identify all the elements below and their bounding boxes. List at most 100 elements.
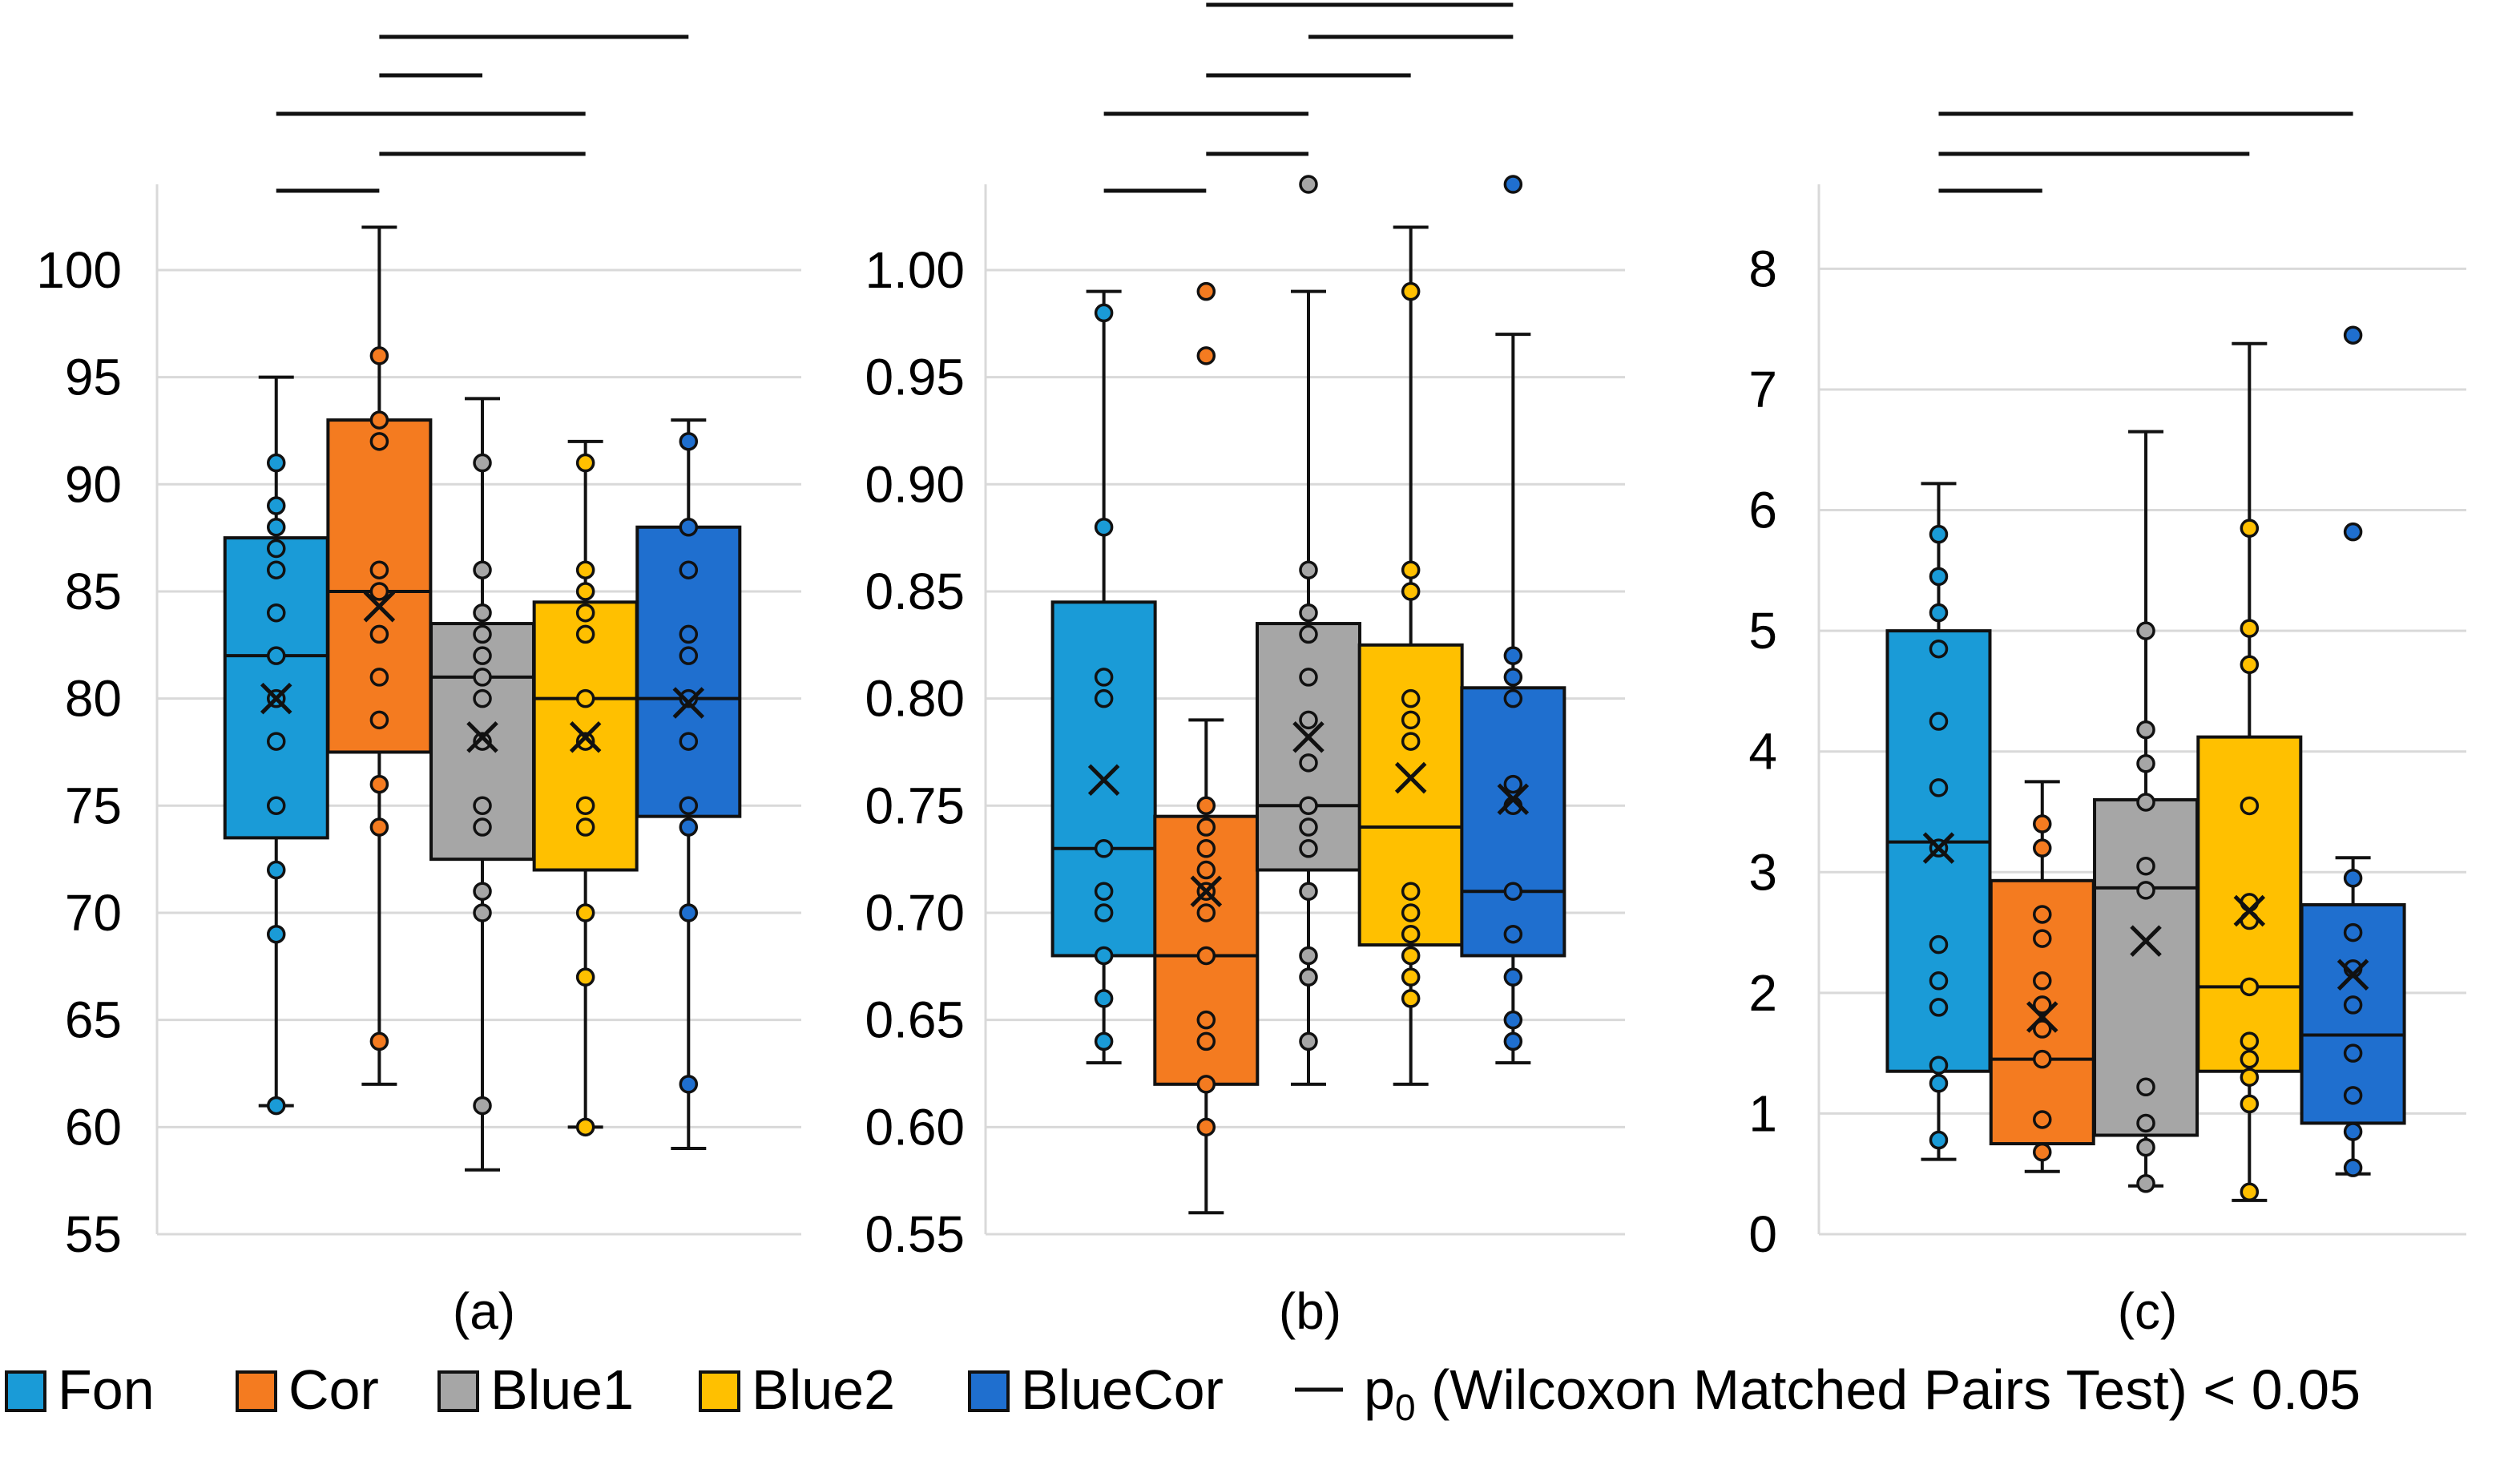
legend-swatch-blue2: [699, 1370, 740, 1412]
data-point: [1094, 688, 1114, 708]
legend-swatch-bluecor: [968, 1370, 1010, 1412]
data-point: [1503, 688, 1523, 708]
data-point: [1196, 817, 1216, 837]
mean-marker: [466, 720, 498, 753]
legend-label-bluecor: BlueCor: [1021, 1358, 1224, 1421]
data-point: [1929, 998, 1949, 1017]
data-point: [2343, 869, 2363, 888]
data-point: [679, 796, 699, 816]
data-point: [473, 646, 492, 665]
data-point: [1299, 175, 1318, 194]
data-point: [1929, 639, 1949, 659]
data-point: [2033, 814, 2052, 833]
legend-label-fon: Fon: [58, 1358, 155, 1421]
data-point: [1401, 882, 1421, 901]
data-point: [2033, 1049, 2052, 1069]
mean-marker: [2026, 1001, 2058, 1033]
data-point: [1503, 175, 1523, 194]
data-point: [1299, 1031, 1318, 1051]
data-point: [1094, 668, 1114, 687]
panel-label: (c): [2118, 1282, 2178, 1340]
data-point: [2240, 519, 2260, 538]
data-point: [369, 1031, 389, 1051]
box-blue1: [2093, 430, 2199, 1193]
y-tick-label: 100: [36, 241, 122, 299]
data-point: [1299, 882, 1318, 901]
data-point: [575, 732, 595, 751]
data-point: [1094, 946, 1114, 966]
data-point: [369, 710, 389, 730]
y-tick-label: 0.80: [865, 670, 965, 728]
data-point: [575, 624, 595, 644]
data-point: [679, 518, 699, 537]
data-point: [679, 646, 699, 665]
data-point: [2136, 754, 2155, 773]
iqr-box: [1460, 686, 1566, 958]
legend-significance-label: p0 (Wilcoxon Matched Pairs Test) < 0.05: [1364, 1358, 2361, 1428]
data-point: [1929, 934, 1949, 954]
y-tick-label: 75: [65, 777, 122, 834]
data-point: [266, 539, 286, 559]
data-point: [473, 688, 492, 708]
data-point: [473, 817, 492, 837]
data-point: [1196, 1010, 1216, 1030]
data-point: [1299, 753, 1318, 773]
data-point: [1094, 1031, 1114, 1051]
data-point: [575, 903, 595, 922]
y-tick-label: 0.70: [865, 884, 965, 942]
data-point: [1094, 518, 1114, 537]
data-point: [2033, 905, 2052, 924]
data-point: [1196, 1117, 1216, 1137]
data-point: [679, 732, 699, 751]
data-point: [369, 346, 389, 365]
mean-marker: [363, 590, 396, 623]
data-point: [1299, 624, 1318, 644]
legend-swatch-blue1: [437, 1370, 479, 1412]
data-point: [1299, 603, 1318, 623]
data-point: [2033, 1142, 2052, 1162]
data-point: [1401, 903, 1421, 922]
data-point: [473, 732, 492, 751]
y-tick-label: 3: [1748, 843, 1777, 901]
data-point: [1401, 710, 1421, 730]
data-point: [575, 967, 595, 987]
data-point: [2136, 856, 2155, 876]
legend-label-blue1: Blue1: [490, 1358, 634, 1421]
y-tick-label: 90: [65, 455, 122, 513]
mean-marker: [2130, 925, 2162, 957]
data-point: [1299, 668, 1318, 687]
data-point: [1196, 903, 1216, 922]
y-tick-label: 0.95: [865, 349, 965, 406]
data-point: [679, 560, 699, 579]
y-tick-label: 60: [65, 1098, 122, 1156]
y-tick-label: 1.00: [865, 241, 965, 299]
data-point: [2033, 995, 2052, 1015]
data-point: [1503, 882, 1523, 901]
data-point: [2343, 1122, 2363, 1141]
data-point: [266, 496, 286, 515]
data-point: [1929, 567, 1949, 587]
data-point: [679, 817, 699, 837]
box-cor: [326, 225, 433, 1086]
data-point: [1094, 303, 1114, 323]
y-tick-label: 8: [1748, 240, 1777, 297]
data-point: [2136, 720, 2155, 740]
data-point: [1503, 646, 1523, 665]
data-point: [2033, 1110, 2052, 1129]
y-tick-label: 80: [65, 670, 122, 728]
data-point: [266, 603, 286, 623]
data-point: [1929, 1074, 1949, 1093]
data-point: [575, 560, 595, 579]
data-point: [266, 860, 286, 880]
data-point: [2343, 325, 2363, 345]
data-point: [473, 624, 492, 644]
y-tick-label: 6: [1748, 482, 1777, 539]
mean-marker: [260, 682, 292, 715]
data-point: [1401, 967, 1421, 987]
data-point: [2033, 1019, 2052, 1039]
mean-marker: [1190, 875, 1223, 908]
mean-marker: [2233, 894, 2266, 927]
data-point: [369, 817, 389, 837]
data-point: [473, 903, 492, 922]
data-point: [1929, 778, 1949, 797]
